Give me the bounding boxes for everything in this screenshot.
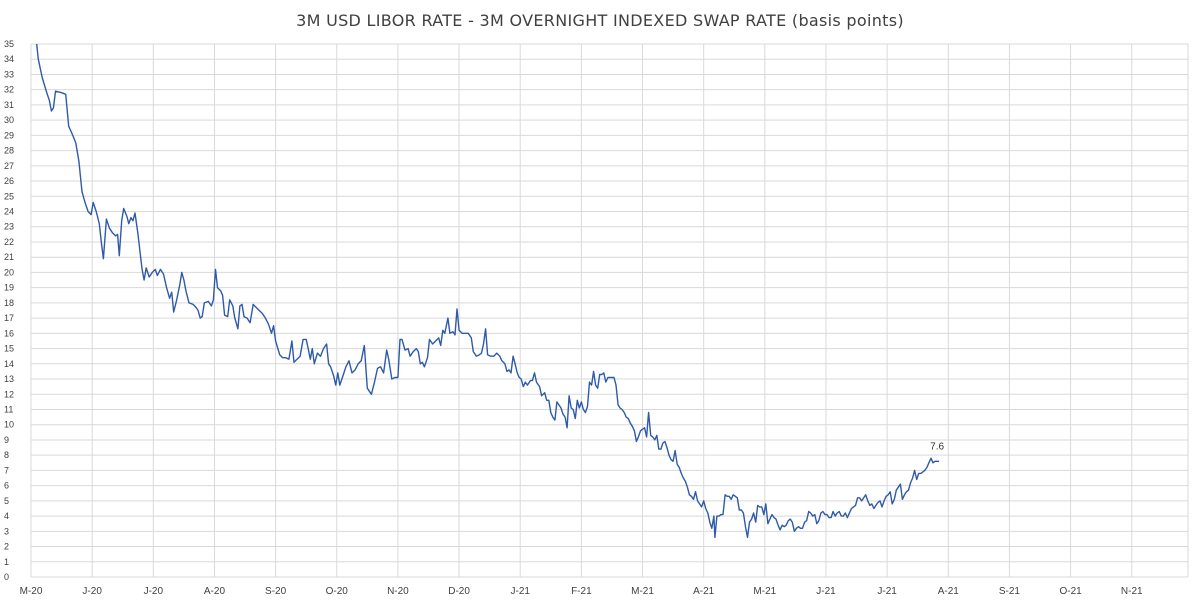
- x-tick-label: M-21: [753, 586, 776, 597]
- y-tick-label: 31: [4, 100, 14, 110]
- y-tick-label: 32: [4, 85, 14, 95]
- y-tick-label: 4: [4, 511, 9, 521]
- y-tick-label: 8: [4, 450, 9, 460]
- y-tick-label: 2: [4, 542, 9, 552]
- x-tick-label: A-21: [693, 586, 715, 597]
- y-tick-label: 29: [4, 130, 14, 140]
- y-tick-label: 22: [4, 237, 14, 247]
- x-tick-label: M-20: [20, 586, 43, 597]
- y-tick-label: 28: [4, 146, 14, 156]
- y-tick-label: 5: [4, 496, 9, 506]
- y-axis-tick-labels: 0123456789101112131415161718192021222324…: [4, 39, 14, 582]
- chart-title: 3M USD LIBOR RATE - 3M OVERNIGHT INDEXED…: [296, 11, 904, 30]
- y-tick-label: 35: [4, 39, 14, 49]
- y-tick-label: 9: [4, 435, 9, 445]
- x-tick-label: A-20: [204, 586, 226, 597]
- y-tick-label: 33: [4, 69, 14, 79]
- y-tick-label: 26: [4, 176, 14, 186]
- y-tick-label: 1: [4, 557, 9, 567]
- y-tick-label: 14: [4, 359, 14, 369]
- y-tick-label: 21: [4, 252, 14, 262]
- y-tick-label: 3: [4, 526, 9, 536]
- x-tick-label: J-20: [82, 586, 102, 597]
- x-tick-label: D-20: [448, 586, 470, 597]
- y-tick-label: 30: [4, 115, 14, 125]
- y-tick-label: 20: [4, 267, 14, 277]
- y-tick-label: 25: [4, 191, 14, 201]
- y-tick-label: 15: [4, 344, 14, 354]
- x-tick-label: O-20: [326, 586, 349, 597]
- x-tick-label: J-20: [144, 586, 164, 597]
- y-tick-label: 24: [4, 207, 14, 217]
- y-tick-label: 13: [4, 374, 14, 384]
- x-tick-label: J-21: [877, 586, 897, 597]
- y-tick-label: 23: [4, 222, 14, 232]
- x-tick-label: N-21: [1121, 586, 1143, 597]
- y-tick-label: 17: [4, 313, 14, 323]
- x-tick-label: S-20: [265, 586, 287, 597]
- x-tick-label: J-21: [816, 586, 836, 597]
- y-tick-label: 10: [4, 420, 14, 430]
- x-axis-tick-labels: M-20 J-20 J-20 A-20 S-20 O-20 N-20 D-20 J-21 F-21…: [20, 586, 1143, 597]
- y-tick-label: 6: [4, 481, 9, 491]
- y-tick-label: 19: [4, 283, 14, 293]
- x-tick-label: O-21: [1059, 586, 1082, 597]
- y-tick-label: 12: [4, 389, 14, 399]
- annotations: 7.6: [930, 441, 944, 452]
- x-tick-label: F-21: [571, 586, 592, 597]
- series-group: [36, 43, 940, 539]
- y-tick-label: 34: [4, 54, 14, 64]
- y-tick-label: 16: [4, 328, 14, 338]
- y-tick-label: 27: [4, 161, 14, 171]
- x-tick-label: N-20: [387, 586, 409, 597]
- y-tick-label: 11: [4, 404, 13, 414]
- x-tick-label: S-21: [999, 586, 1021, 597]
- series-line: [36, 43, 940, 539]
- gridlines: [30, 43, 1189, 578]
- y-tick-label: 0: [4, 572, 9, 582]
- last-value-label: 7.6: [930, 441, 944, 452]
- y-tick-label: 18: [4, 298, 14, 308]
- x-tick-label: M-21: [631, 586, 654, 597]
- x-tick-label: A-21: [938, 586, 960, 597]
- y-tick-label: 7: [4, 465, 9, 475]
- x-tick-label: J-21: [510, 586, 530, 597]
